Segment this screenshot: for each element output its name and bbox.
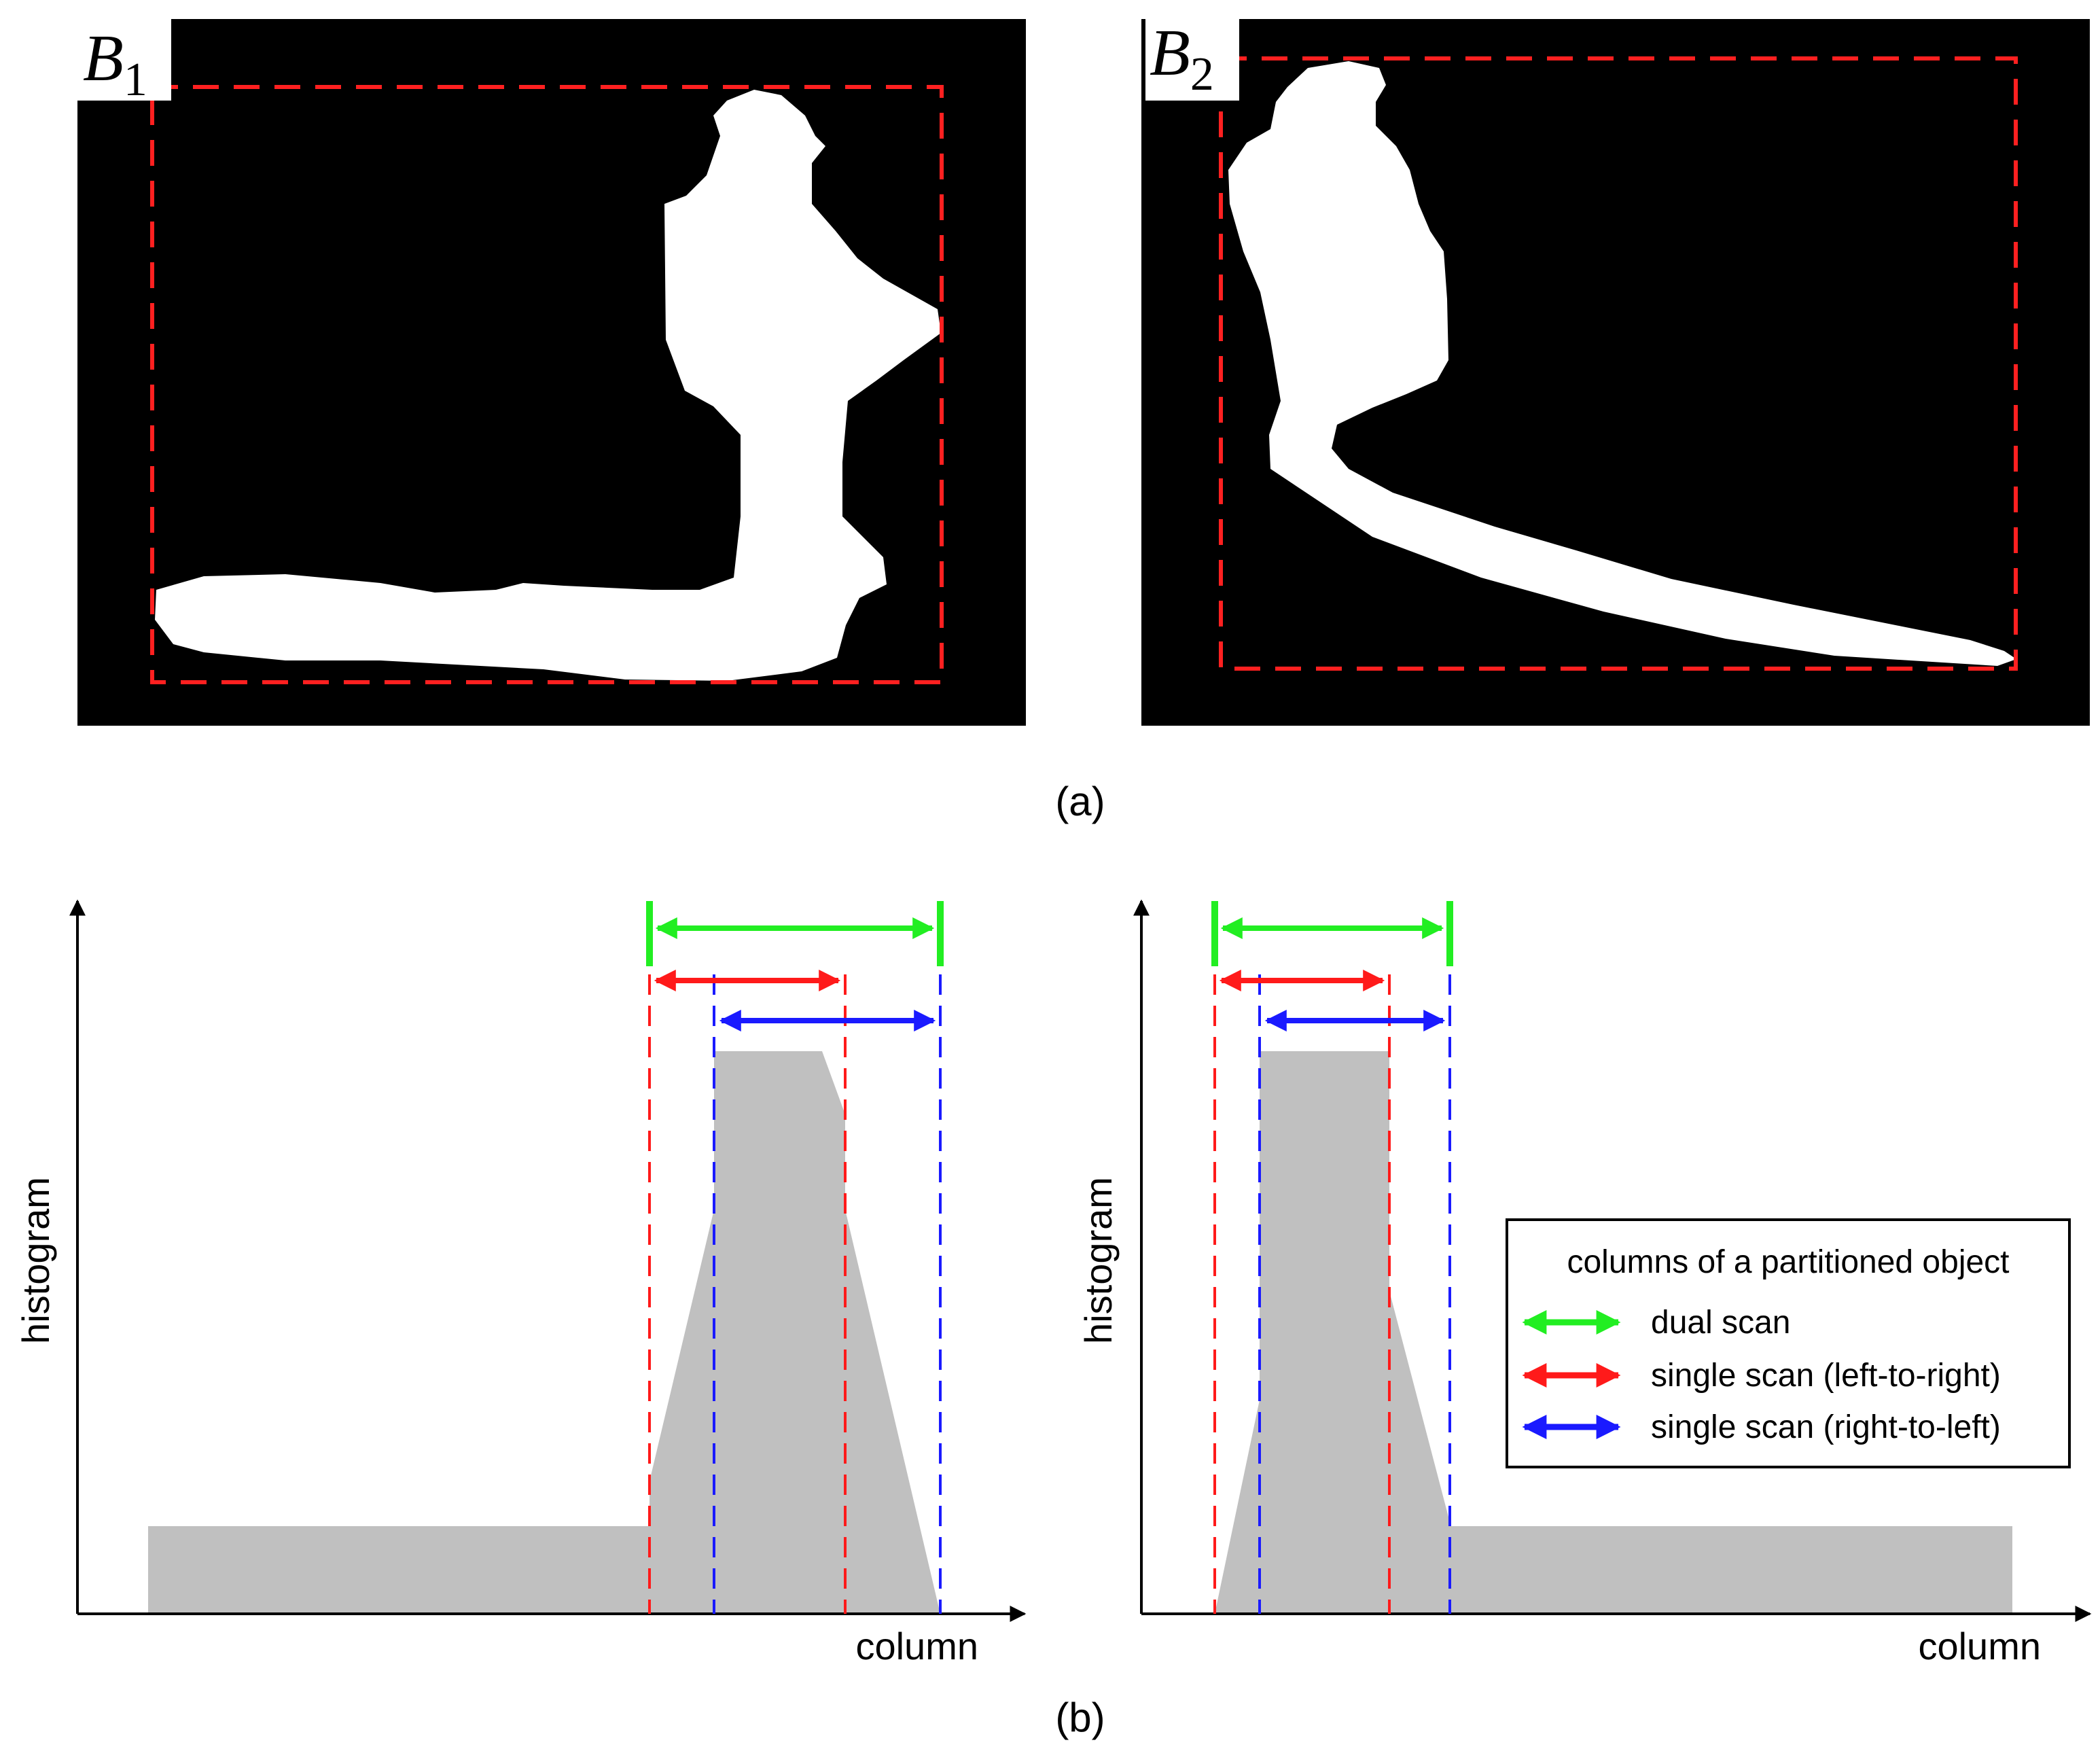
binary-mask-b1: B1 [77,19,1026,726]
legend-label-dual-scan: dual scan [1651,1305,1790,1341]
legend-label-right-to-left: single scan (right-to-left) [1651,1409,2001,1445]
object-silhouette [155,90,941,681]
label-box [77,19,171,101]
label-b1-sub: 1 [124,54,147,106]
bounding-box [150,85,944,684]
label-b2-base: B [1150,16,1190,90]
histogram-area [148,1051,940,1614]
legend-label-left-to-right: single scan (left-to-right) [1651,1358,2001,1394]
caption-a: (a) [1055,779,1105,824]
label-b2-sub: 2 [1190,48,1214,101]
legend-title: columns of a partitioned object [1567,1244,2009,1280]
label-b1-base: B [83,22,124,95]
bounding-box [1219,56,2018,671]
histogram-plot-2: histogram column [1077,899,2092,1667]
y-axis-label: histogram [1077,1177,1120,1344]
svg-text:B2: B2 [1150,16,1214,101]
binary-mask-b2: B2 [1141,16,2090,726]
object-silhouette [1228,61,2016,666]
x-axis-label: column [1918,1625,2041,1667]
histogram-area [1215,1051,2012,1614]
histogram-plot-1: histogram column [14,899,1027,1667]
svg-text:B1: B1 [83,22,147,106]
panel-b: histogram column histogram column column… [14,899,2092,1740]
y-axis-label: histogram [14,1177,57,1344]
label-box [1145,19,1239,101]
x-axis-label: column [855,1625,978,1667]
legend: columns of a partitioned object dual sca… [1506,1218,2071,1468]
panel-a: B1 B2 (a) [77,16,2090,824]
caption-b: (b) [1055,1695,1105,1740]
